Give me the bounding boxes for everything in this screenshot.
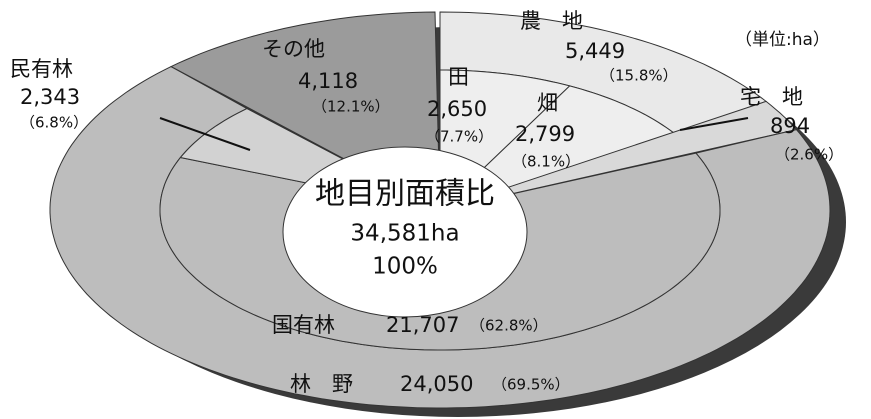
value-label: 5,449 [565,39,625,63]
wedge [439,100,798,211]
value-label: 2,650 [427,97,487,121]
percent-label: （15.8%） [600,67,678,85]
value-label: 2,343 [20,85,80,109]
percent-label: （8.1%） [512,153,580,171]
chart-title: 地目別面積比 [315,177,495,212]
total: 34,581ha [350,221,459,247]
category-label: その他 [262,37,325,61]
category-label: 林 野 [290,372,353,396]
leader-line [159,117,251,151]
percent-label: （7.7%） [425,128,493,146]
category-label: 国有林 [272,313,335,337]
value-label: 894 [770,114,810,138]
category-label: 民有林 [10,57,73,81]
percent-label: （6.8%） [20,114,88,132]
value-label: 4,118 [298,69,358,93]
percent-label: （69.5%） [492,376,570,394]
percent-label: （62.8%） [470,317,548,335]
category-label: 農 地 [520,9,583,33]
category-label: 田 [448,65,469,89]
category-label: 宅 地 [740,85,803,109]
total-percent: 100% [372,254,438,280]
center-ellipse [282,146,528,318]
percent-label: （2.6%） [775,146,843,164]
leader-line [679,117,749,131]
unit: （単位:ha） [735,30,830,50]
value-label: 2,799 [515,122,575,146]
value-label: 21,707 [386,313,459,337]
category-label: 畑 [537,91,558,115]
value-label: 24,050 [400,372,473,396]
percent-label: （12.1%） [312,98,390,116]
